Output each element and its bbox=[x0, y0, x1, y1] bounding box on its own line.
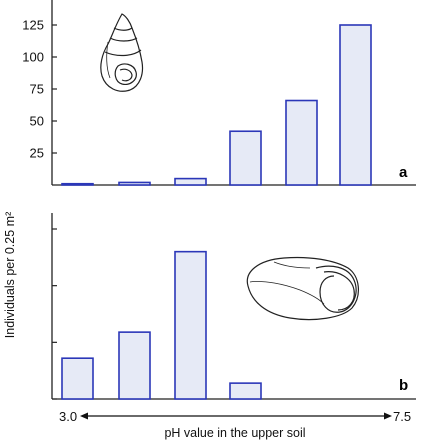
panel-a-ytick-label: 125 bbox=[22, 18, 44, 33]
x-range-start: 3.0 bbox=[59, 409, 77, 424]
panel-a-ytick-label: 100 bbox=[22, 50, 44, 65]
panel-a-ytick-label: 75 bbox=[30, 82, 44, 97]
panel-b-bar-4 bbox=[229, 382, 262, 400]
panel-a-bar-4 bbox=[229, 130, 262, 186]
panel-b-bar-1 bbox=[61, 357, 94, 400]
panel-a-ytick-label: 50 bbox=[30, 114, 44, 129]
panel-a-ticks: 25 50 75 100 125 bbox=[22, 18, 57, 161]
panel-b-bar-2 bbox=[118, 331, 151, 400]
y-axis-label: Individuals per 0.25 m² bbox=[3, 212, 17, 338]
panel-b-bars bbox=[61, 250, 262, 400]
ph-range-arrow bbox=[80, 412, 392, 420]
x-axis-label: pH value in the upper soil bbox=[164, 426, 305, 440]
panel-a: 25 50 75 100 125 a bbox=[22, 0, 416, 186]
panel-a-bar-5 bbox=[285, 99, 318, 186]
panel-a-bars bbox=[61, 24, 372, 186]
panel-b-label: b bbox=[399, 377, 408, 394]
panel-b-ticks: 0102030 bbox=[52, 228, 57, 400]
panel-a-label: a bbox=[399, 164, 408, 181]
snail-shell-tall-icon bbox=[100, 13, 144, 92]
snail-shell-flat-icon bbox=[246, 256, 359, 321]
x-range-end: 7.5 bbox=[393, 409, 411, 424]
panel-b: 0102030 b bbox=[51, 213, 416, 400]
panel-b-bar-3 bbox=[174, 250, 207, 400]
panel-a-bar-6 bbox=[339, 24, 372, 186]
panel-a-bar-1 bbox=[61, 182, 94, 186]
panel-a-bar-2 bbox=[118, 181, 151, 186]
panel-a-bar-3 bbox=[174, 177, 207, 186]
panel-a-ytick-label: 25 bbox=[30, 146, 44, 161]
